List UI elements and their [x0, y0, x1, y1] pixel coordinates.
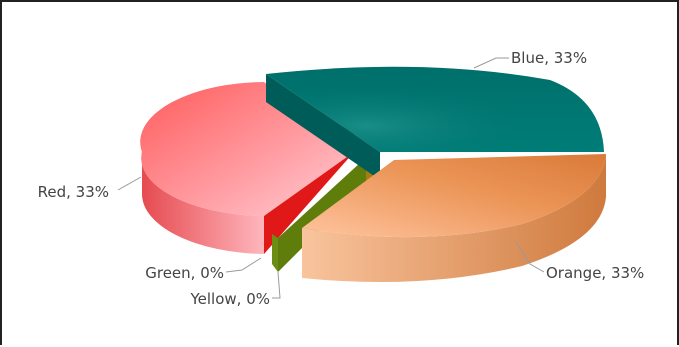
- leader-yellow: [272, 271, 281, 299]
- slice-green: [272, 234, 278, 272]
- slice-orange-side: [302, 154, 606, 282]
- leader-orange: [515, 241, 545, 273]
- slice-orange: [302, 154, 606, 282]
- leader-green: [225, 257, 262, 273]
- data-label-yellow: Yellow, 0%: [189, 290, 270, 308]
- slice-blue-cut: [266, 74, 380, 180]
- slice-red-side: [141, 152, 264, 254]
- slice-orange-top: [302, 154, 606, 238]
- slice-green-wall: [272, 234, 278, 272]
- data-label-green: Green, 0%: [145, 264, 224, 282]
- leader-red: [117, 176, 142, 191]
- data-label-blue: Blue, 33%: [511, 49, 587, 67]
- data-label-orange: Orange, 33%: [546, 264, 644, 282]
- leader-blue: [473, 57, 509, 69]
- slice-blue: [266, 66, 604, 180]
- data-label-red: Red, 33%: [38, 183, 109, 201]
